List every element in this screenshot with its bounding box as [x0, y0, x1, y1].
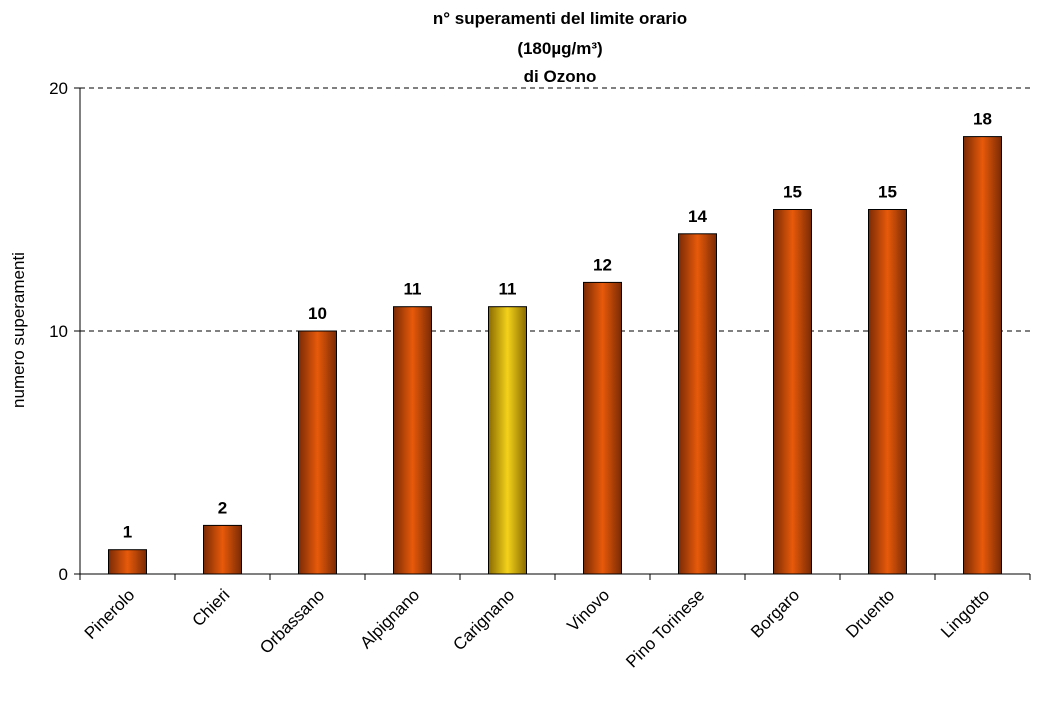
- x-tick-label: Druento: [842, 585, 898, 641]
- data-label: 11: [404, 280, 422, 299]
- chart-title-line-2: (180µg/m³): [517, 39, 602, 58]
- x-tick-label: Alpignano: [356, 585, 423, 652]
- data-label: 2: [218, 498, 227, 517]
- x-tick-label: Chieri: [188, 585, 233, 630]
- data-label: 11: [499, 280, 517, 299]
- data-label: 10: [308, 304, 327, 323]
- x-tick-label: Carignano: [449, 585, 518, 654]
- bar: [488, 306, 527, 575]
- bar: [868, 209, 907, 575]
- y-axis-title: numero superamenti: [9, 252, 28, 408]
- y-tick-label: 20: [49, 79, 68, 98]
- data-label: 15: [878, 183, 897, 202]
- x-tick-label: Orbassano: [256, 585, 328, 657]
- data-label: 15: [783, 183, 802, 202]
- chart-title: n° superamenti del limite orario (180µg/…: [433, 9, 687, 86]
- x-tick-label: Vinovo: [563, 585, 613, 635]
- y-tick-label: 10: [49, 322, 68, 341]
- chart-title-line-1: n° superamenti del limite orario: [433, 9, 687, 28]
- bar: [393, 306, 432, 575]
- bar: [678, 233, 717, 575]
- data-label: 14: [688, 207, 707, 226]
- y-tick-label: 0: [59, 565, 68, 584]
- data-label: 1: [123, 523, 132, 542]
- bar: [298, 330, 337, 575]
- x-tick-label: Pino Torinese: [622, 585, 708, 671]
- bar: [108, 549, 147, 575]
- data-label: 18: [973, 110, 992, 129]
- data-label: 12: [593, 255, 612, 274]
- x-tick-label: Lingotto: [937, 585, 993, 641]
- x-tick-label: Borgaro: [747, 585, 803, 641]
- chart-title-line-3: di Ozono: [524, 67, 597, 86]
- bar: [203, 524, 242, 575]
- bar: [773, 209, 812, 575]
- axes: 0 10 20: [49, 79, 1031, 584]
- bars: [108, 136, 1002, 575]
- x-tick-label: Pinerolo: [81, 585, 139, 643]
- bar: [963, 136, 1002, 575]
- bar: [583, 281, 622, 575]
- labels: 1 Pinerolo 2 Chieri 10 Orbassano 11 Alpignano 11…: [81, 110, 994, 672]
